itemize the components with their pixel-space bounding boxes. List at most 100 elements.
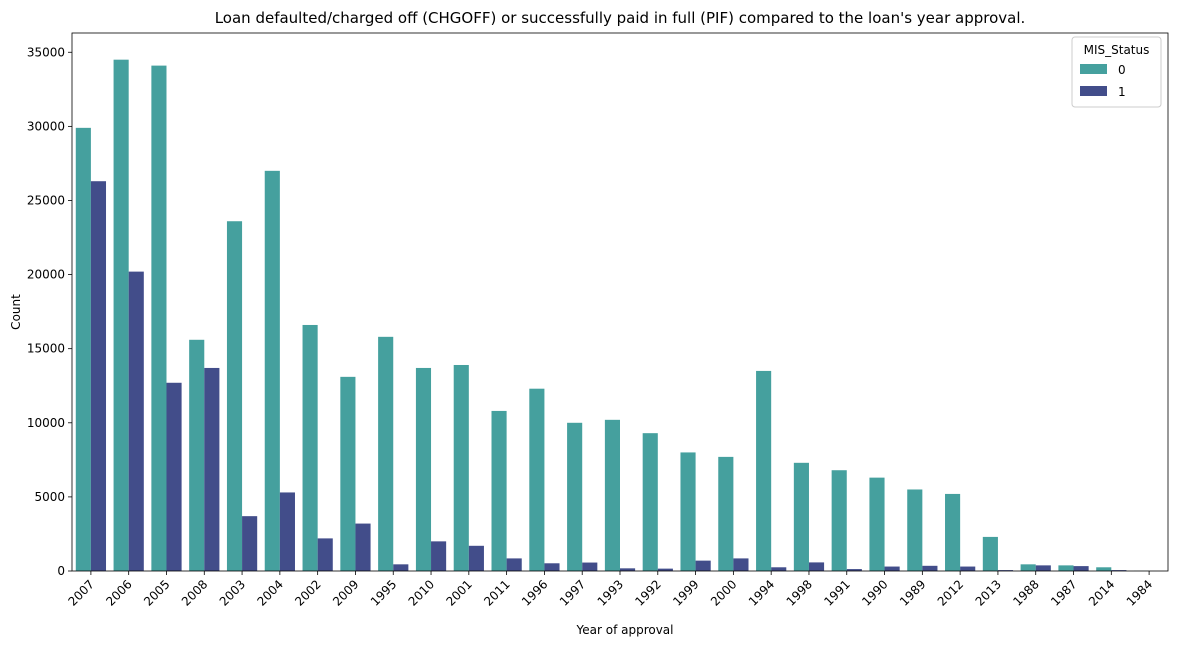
bar-2001-series-1 xyxy=(469,546,484,571)
legend: MIS_Status 0 1 xyxy=(1072,37,1161,107)
bar-1988-series-0 xyxy=(1021,564,1036,571)
bar-1995-series-0 xyxy=(378,337,393,571)
bar-2014-series-0 xyxy=(1096,567,1111,571)
x-axis-label: Year of approval xyxy=(576,623,674,637)
bar-1994-series-1 xyxy=(771,567,786,571)
x-tick-label-1984: 1984 xyxy=(1124,577,1155,608)
legend-label-1: 1 xyxy=(1118,85,1126,99)
y-tick-label-0: 0 xyxy=(57,564,65,578)
x-tick-label-1998: 1998 xyxy=(784,577,815,608)
bar-1988-series-1 xyxy=(1036,565,1051,571)
legend-title: MIS_Status xyxy=(1084,43,1150,57)
legend-label-0: 0 xyxy=(1118,63,1126,77)
bar-1987-series-1 xyxy=(1074,566,1089,571)
x-tick-label-2008: 2008 xyxy=(179,577,210,608)
x-tick-label-2001: 2001 xyxy=(443,577,474,608)
x-tick-label-1989: 1989 xyxy=(897,577,928,608)
bar-2000-series-0 xyxy=(718,457,733,571)
x-tick-label-1999: 1999 xyxy=(670,577,701,608)
bar-1995-series-1 xyxy=(393,564,408,571)
bar-1990-series-1 xyxy=(885,567,900,571)
x-tick-label-2012: 2012 xyxy=(935,577,966,608)
bar-1994-series-0 xyxy=(756,371,771,571)
bar-2001-series-0 xyxy=(454,365,469,571)
chart-title: Loan defaulted/charged off (CHGOFF) or s… xyxy=(215,9,1026,27)
bar-2002-series-0 xyxy=(303,325,318,571)
x-tick-label-1995: 1995 xyxy=(368,577,399,608)
x-tick-label-1991: 1991 xyxy=(821,577,852,608)
x-tick-label-2004: 2004 xyxy=(254,577,285,608)
x-tick-label-1987: 1987 xyxy=(1048,577,1079,608)
x-tick-label-1994: 1994 xyxy=(746,577,777,608)
x-tick-label-2000: 2000 xyxy=(708,577,739,608)
y-axis-label: Count xyxy=(9,294,23,330)
bar-2002-series-1 xyxy=(318,538,333,571)
bar-2010-series-0 xyxy=(416,368,431,571)
bar-1993-series-0 xyxy=(605,420,620,571)
x-tick-label-2005: 2005 xyxy=(141,577,172,608)
bar-2010-series-1 xyxy=(431,541,446,571)
bar-2003-series-0 xyxy=(227,221,242,571)
x-tick-label-1992: 1992 xyxy=(632,577,663,608)
bar-2005-series-0 xyxy=(151,66,166,571)
bar-1996-series-1 xyxy=(544,563,559,571)
bar-1989-series-0 xyxy=(907,489,922,571)
bar-1991-series-0 xyxy=(832,470,847,571)
y-tick-label-30000: 30000 xyxy=(27,119,65,133)
x-tick-label-2014: 2014 xyxy=(1086,577,1117,608)
legend-swatch-1 xyxy=(1080,86,1107,96)
y-tick-label-5000: 5000 xyxy=(34,490,65,504)
x-tick-label-2009: 2009 xyxy=(330,577,361,608)
x-tick-label-2010: 2010 xyxy=(406,577,437,608)
x-tick-label-2006: 2006 xyxy=(103,577,134,608)
x-tick-label-2002: 2002 xyxy=(292,577,323,608)
bar-2013-series-0 xyxy=(983,537,998,571)
bar-2006-series-0 xyxy=(114,60,129,571)
bar-1999-series-0 xyxy=(680,452,695,571)
bar-1997-series-0 xyxy=(567,423,582,571)
y-tick-label-10000: 10000 xyxy=(27,416,65,430)
bar-2012-series-1 xyxy=(960,567,975,571)
bar-2004-series-0 xyxy=(265,171,280,571)
y-tick-label-35000: 35000 xyxy=(27,45,65,59)
bar-1999-series-1 xyxy=(696,561,711,571)
x-tick-label-1997: 1997 xyxy=(557,577,588,608)
bar-2011-series-1 xyxy=(507,558,522,571)
bar-2003-series-1 xyxy=(242,516,257,571)
bar-2009-series-1 xyxy=(355,524,370,571)
bar-2000-series-1 xyxy=(733,558,748,571)
x-tick-label-1988: 1988 xyxy=(1010,577,1041,608)
x-tick-label-2007: 2007 xyxy=(66,577,97,608)
bar-1992-series-0 xyxy=(643,433,658,571)
y-tick-label-20000: 20000 xyxy=(27,268,65,282)
x-tick-label-2011: 2011 xyxy=(481,577,512,608)
bar-1993-series-1 xyxy=(620,568,635,571)
bar-2012-series-0 xyxy=(945,494,960,571)
bar-2007-series-0 xyxy=(76,128,91,571)
bar-1998-series-0 xyxy=(794,463,809,571)
bar-2008-series-1 xyxy=(204,368,219,571)
bar-1990-series-0 xyxy=(869,478,884,571)
bar-2008-series-0 xyxy=(189,340,204,571)
x-tick-label-2013: 2013 xyxy=(973,577,1004,608)
bar-1997-series-1 xyxy=(582,563,597,571)
bar-1998-series-1 xyxy=(809,562,824,571)
x-tick-label-1990: 1990 xyxy=(859,577,890,608)
bar-2009-series-0 xyxy=(340,377,355,571)
bar-2005-series-1 xyxy=(166,383,181,571)
bar-2007-series-1 xyxy=(91,181,106,571)
x-tick-label-1996: 1996 xyxy=(519,577,550,608)
bar-1987-series-0 xyxy=(1058,565,1073,571)
bar-2006-series-1 xyxy=(129,272,144,571)
y-tick-label-25000: 25000 xyxy=(27,193,65,207)
bar-2011-series-0 xyxy=(492,411,507,571)
x-tick-label-2003: 2003 xyxy=(217,577,248,608)
legend-swatch-0 xyxy=(1080,64,1107,74)
bar-1996-series-0 xyxy=(529,389,544,571)
y-tick-label-15000: 15000 xyxy=(27,342,65,356)
bar-2004-series-1 xyxy=(280,492,295,571)
x-tick-label-1993: 1993 xyxy=(595,577,626,608)
